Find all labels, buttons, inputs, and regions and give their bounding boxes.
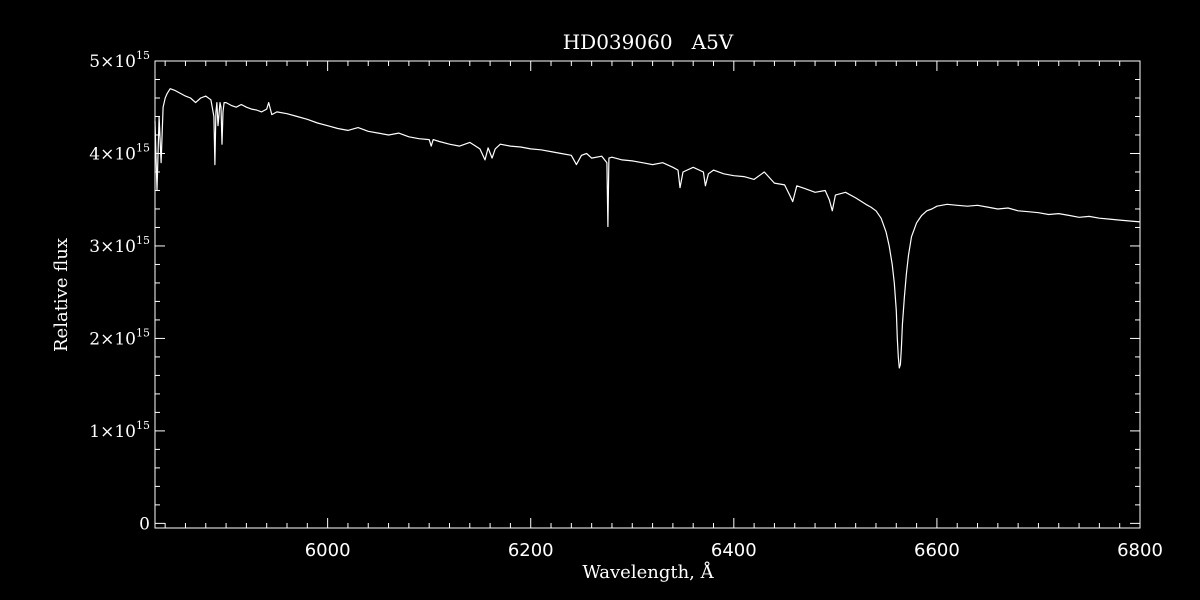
x-tick-label: 6400 [711,540,757,561]
x-tick-label: 6000 [305,540,351,561]
y-tick-label: 2×1015 [89,326,150,349]
y-axis-label: Relative flux [51,238,72,352]
y-tick-label: 5×1015 [89,49,150,72]
x-tick-label: 6800 [1117,540,1163,561]
x-axis-ticks [164,61,1141,528]
plot-border [154,60,1141,529]
x-tick-label: 6200 [508,540,554,561]
y-tick-label: 3×1015 [89,234,150,257]
chart-title: HD039060 A5V [563,30,734,54]
y-axis-tick-labels: 0 1×1015 2×1015 3×1015 4×1015 5×1015 [89,49,150,534]
x-axis-label: Wavelength, Å [582,561,714,583]
plot-frame [154,60,1141,529]
y-tick-label: 1×1015 [89,419,150,442]
y-tick-label: 4×1015 [89,141,150,164]
x-axis-tick-labels: 6000 6200 6400 6600 6800 [305,540,1163,561]
y-tick-label: 0 [139,514,150,534]
x-tick-label: 6600 [914,540,960,561]
spectrum-line [154,88,1141,369]
